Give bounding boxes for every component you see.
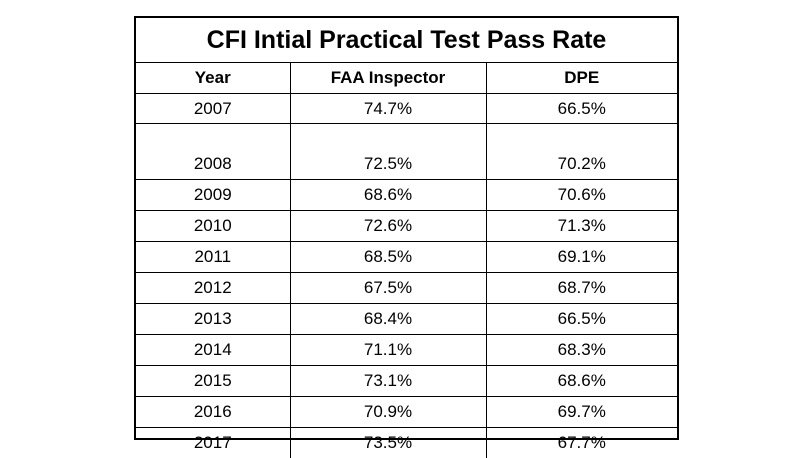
cell-dpe: 68.7% [486, 273, 677, 304]
cell-dpe: 68.3% [486, 335, 677, 366]
cell-dpe: 69.7% [486, 397, 677, 428]
cell-year: 2016 [136, 397, 290, 428]
column-header-dpe: DPE [486, 63, 677, 94]
cell-year: 2008 [136, 124, 290, 180]
cell-year: 2010 [136, 211, 290, 242]
cell-faa-inspector: 68.6% [290, 180, 486, 211]
cell-dpe: 70.2% [486, 124, 677, 180]
pass-rate-table: CFI Intial Practical Test Pass Rate Year… [134, 16, 679, 440]
column-header-year: Year [136, 63, 290, 94]
cell-dpe: 70.6% [486, 180, 677, 211]
cell-faa-inspector: 73.1% [290, 366, 486, 397]
cell-year: 2007 [136, 94, 290, 124]
cell-year: 2015 [136, 366, 290, 397]
cell-dpe: 71.3% [486, 211, 677, 242]
cell-faa-inspector: 67.5% [290, 273, 486, 304]
cell-faa-inspector: 72.6% [290, 211, 486, 242]
cell-faa-inspector: 70.9% [290, 397, 486, 428]
cell-faa-inspector: 74.7% [290, 94, 486, 124]
cell-faa-inspector: 68.5% [290, 242, 486, 273]
cell-year: 2012 [136, 273, 290, 304]
header-row: Year FAA Inspector DPE [136, 63, 677, 94]
table-title: CFI Intial Practical Test Pass Rate [136, 18, 677, 63]
cell-year: 2009 [136, 180, 290, 211]
cell-year: 2017 [136, 428, 290, 458]
cell-faa-inspector: 73.5% [290, 428, 486, 458]
cell-dpe: 66.5% [486, 304, 677, 335]
cell-year: 2013 [136, 304, 290, 335]
cell-dpe: 66.5% [486, 94, 677, 124]
cell-dpe: 69.1% [486, 242, 677, 273]
cell-dpe: 67.7% [486, 428, 677, 458]
cell-year: 2014 [136, 335, 290, 366]
cell-faa-inspector: 68.4% [290, 304, 486, 335]
cell-faa-inspector: 71.1% [290, 335, 486, 366]
cell-year: 2011 [136, 242, 290, 273]
column-header-faa-inspector: FAA Inspector [290, 63, 486, 94]
cell-dpe: 68.6% [486, 366, 677, 397]
cell-faa-inspector: 72.5% [290, 124, 486, 180]
